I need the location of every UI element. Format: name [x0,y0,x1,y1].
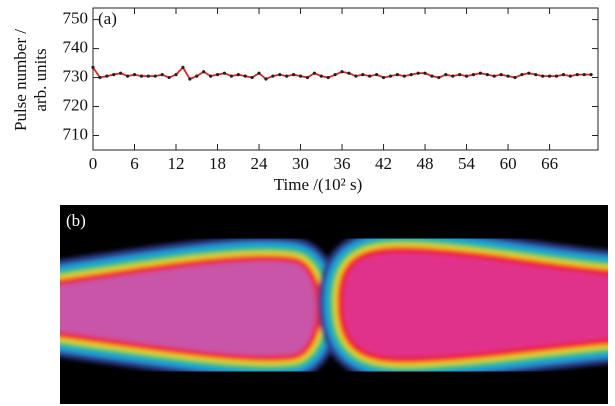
data-point [554,74,559,78]
data-point [153,74,157,78]
data-point [478,71,482,75]
data-point [458,73,462,77]
y-tick-label: 720 [63,95,89,114]
data-point [451,74,455,78]
plot-frame [92,7,599,151]
data-point [464,74,469,78]
data-point [285,74,289,78]
data-point [437,75,441,80]
panel-label: (a) [98,9,117,28]
y-tick-label: 710 [63,124,89,143]
data-point [423,71,427,75]
data-point [243,74,247,78]
data-point [395,73,399,77]
y-axis-label: Pulse number / [11,29,30,131]
data-point [174,73,178,77]
data-point [119,71,123,75]
data-point [146,74,150,78]
data-point [292,73,296,77]
data-point [347,71,351,75]
data-point [298,74,303,78]
data-point [91,65,95,70]
data-point [402,74,406,78]
y-tick-label: 750 [63,8,89,27]
x-tick-label: 66 [541,154,558,173]
data-point [381,75,386,80]
x-tick-label: 54 [458,154,476,173]
data-point [499,73,503,77]
data-point [471,73,476,77]
data-point [229,74,233,78]
data-point [326,75,330,80]
x-tick-label: 60 [500,154,517,173]
heatmap-image [60,227,608,383]
data-point [354,74,358,78]
y-axis-label: arb. units [31,48,50,111]
data-point [132,73,137,77]
x-tick-label: 36 [334,154,351,173]
data-point [250,75,254,80]
data-point [209,74,213,78]
data-point [105,74,109,78]
data-point [506,74,510,78]
data-point [444,73,448,77]
x-tick-label: 12 [168,154,185,173]
data-point [181,65,185,70]
heatmap-panel: (b) [60,205,608,404]
data-point [416,71,420,75]
x-tick-label: 42 [375,154,392,173]
data-point [534,73,538,77]
data-point [409,73,413,77]
data-point [541,74,545,78]
data-point [215,73,220,77]
x-tick-label: 6 [130,154,139,173]
data-point [575,73,579,77]
data-point [98,75,102,80]
x-tick-label: 24 [251,154,269,173]
x-tick-label: 18 [209,154,226,173]
data-point [305,75,310,80]
data-point [430,74,434,78]
data-point [222,71,227,75]
data-point [160,73,164,77]
data-point [333,73,337,77]
panel-label: (b) [66,211,86,230]
y-tick-label: 740 [63,37,89,56]
data-point [312,71,316,75]
data-point [520,73,524,77]
data-point [125,74,130,78]
data-point [361,73,365,77]
data-point [264,77,268,81]
data-point [582,73,586,77]
data-point [561,73,566,77]
data-point [485,73,489,77]
y-tick-label: 730 [63,66,89,85]
x-axis-label: Time /(10² s) [274,175,363,194]
data-point [527,71,531,75]
data-point [492,74,496,78]
data-point [188,77,192,81]
data-point [340,70,344,74]
data-point [319,74,323,78]
data-point [202,70,206,74]
data-point [195,74,199,78]
data-point [368,74,372,78]
data-point [568,74,572,78]
data-point [167,75,171,80]
data-point [589,73,593,77]
x-tick-label: 48 [417,154,434,173]
data-point [112,73,116,77]
x-tick-label: 30 [292,154,309,173]
data-point [257,71,261,75]
data-point [513,75,517,80]
data-point [271,74,275,78]
data-point [547,74,552,78]
data-point [375,73,379,77]
x-tick-label: 0 [89,154,98,173]
data-point [278,73,282,77]
data-point [139,74,144,78]
data-point [388,74,393,78]
data-point [236,73,240,77]
